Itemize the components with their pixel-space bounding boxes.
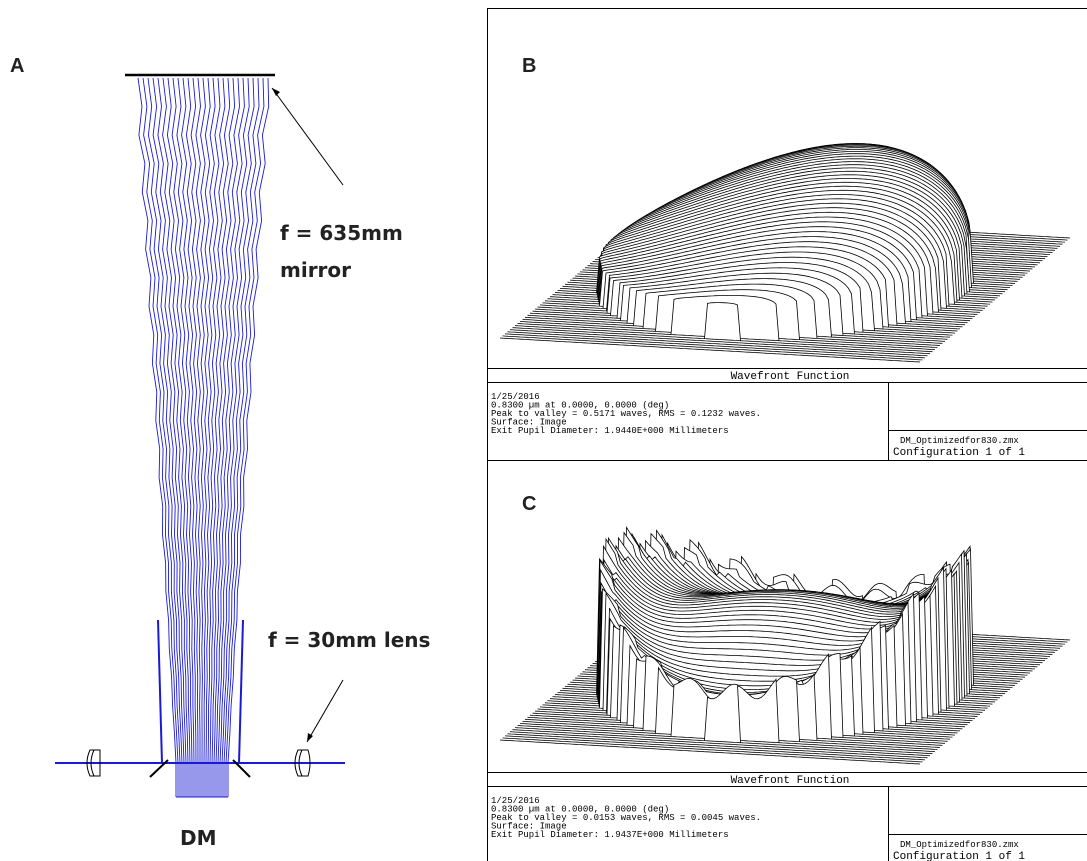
ray [219,77,250,797]
ray-diagram [137,77,270,798]
arrow-head [307,733,313,742]
lens-label: f = 30mm lens [268,628,430,652]
panel-label: A [10,55,24,77]
surface-line [499,337,921,363]
ray [166,77,189,797]
surface-line [504,735,926,761]
panel-label: C [522,493,536,515]
dm-edge [149,759,169,778]
wavefront-surface [499,143,1071,363]
surface-line [499,739,921,765]
ray [142,77,179,797]
ray [157,619,163,764]
ray [195,77,201,797]
file-name: DM_Optimizedfor830.zmx [900,840,1019,850]
surface-line [512,302,933,353]
plot-title: Wavefront Function [731,775,850,787]
info-line: Surface: Image [491,822,567,832]
ray [147,77,181,797]
ray [211,77,231,797]
wavefront-surface [499,526,1071,765]
surface-line [512,683,933,755]
surface-line [507,331,928,357]
info-line: 0.8300 µm at 0.0000, 0.0000 (deg) [491,401,669,411]
plot-title: Wavefront Function [731,371,850,383]
surface-line [509,329,931,355]
ray [176,77,193,797]
ray [221,77,255,797]
info-line: Surface: Image [491,418,567,428]
panel-frame [487,460,1087,861]
ray [203,77,211,797]
info-line: 1/25/2016 [491,796,540,806]
surface-line [502,335,923,361]
info-line: Peak to valley = 0.0153 waves, RMS = 0.0… [491,813,761,823]
arrow [306,679,344,743]
ray [209,77,226,797]
ray [227,77,270,797]
lens [86,749,101,777]
ray [205,77,216,797]
arrow-head [272,88,280,96]
ray [185,77,197,797]
surface-line [507,733,928,759]
ray [137,77,177,797]
ray [238,619,244,764]
ray [157,77,185,797]
ray [213,77,236,797]
ray [171,77,191,797]
info-line: Peak to valley = 0.5171 waves, RMS = 0.1… [491,409,761,419]
configuration: Configuration 1 of 1 [893,447,1025,459]
ray [215,77,240,797]
surface-line [504,333,926,359]
mirror-label: mirror [280,258,351,282]
lens [294,749,311,777]
configuration: Configuration 1 of 1 [893,851,1025,861]
arrow [271,87,344,186]
dm-label: DM [180,826,217,850]
ray [207,77,221,797]
info-line: Exit Pupil Diameter: 1.9440E+000 Millime… [491,426,729,436]
ray [162,77,187,797]
ray [225,77,265,797]
file-name: DM_Optimizedfor830.zmx [900,436,1019,446]
ray [181,77,195,797]
surface-line [509,731,931,757]
info-line: Exit Pupil Diameter: 1.9437E+000 Millime… [491,830,729,840]
surface-line [502,737,923,763]
info-line: 1/25/2016 [491,392,540,402]
ray [223,77,260,797]
ray [190,77,199,797]
ray [152,77,183,797]
dm-edge [232,759,251,778]
panel-label: B [522,55,536,77]
info-line: 0.8300 µm at 0.0000, 0.0000 (deg) [491,805,669,815]
ray [217,77,245,797]
mirror-label: f = 635mm [280,221,403,245]
ray [200,77,206,797]
